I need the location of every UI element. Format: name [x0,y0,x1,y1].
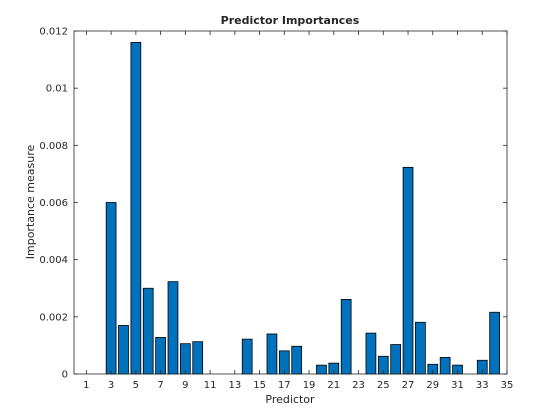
bar-predictor-5 [130,42,142,375]
bar-predictor-14 [241,338,253,375]
x-tick-label: 35 [501,380,514,391]
x-tick-label: 21 [327,380,340,391]
x-tick-label: 25 [377,380,390,391]
bar-predictor-24 [365,332,377,375]
x-tick-label: 23 [352,380,365,391]
y-tick-label: 0 [62,370,68,381]
y-tick-label: 0.01 [46,84,68,95]
plot-area: 1 3 5 7 9 11 13 15 17 19 21 23 25 27 29 31 33 3500.0020.0… [39,27,513,392]
x-tick-label: 17 [278,380,291,391]
x-tick-label: 7 [157,380,163,391]
y-tick-label: 0.006 [39,198,68,209]
bar-predictor-4 [118,325,129,375]
bar-predictor-30 [439,357,451,375]
y-axis-label: Importance measure [24,145,37,260]
bar-predictor-3 [105,202,117,375]
bar-predictor-27 [402,166,414,375]
bar-predictor-28 [415,321,426,375]
y-tick-label: 0.012 [39,27,68,38]
bar-predictor-9 [179,343,191,375]
y-tick-label: 0.004 [39,255,68,266]
x-tick-label: 9 [182,380,188,391]
x-tick-label: 29 [426,380,439,391]
x-tick-label: 19 [303,380,316,391]
chart-title: Predictor Importances [221,14,360,27]
x-tick-label: 1 [83,380,89,391]
bar-predictor-34 [489,311,500,375]
bar-predictor-20 [316,364,327,375]
x-tick-label: 11 [204,380,217,391]
y-tick-label: 0.002 [39,312,68,323]
x-tick-label: 15 [253,380,266,391]
bar-predictor-22 [340,298,352,375]
x-axis-label: Predictor [265,393,315,406]
x-tick-label: 31 [451,380,464,391]
bar-predictor-7 [155,337,166,375]
x-tick-label: 13 [228,380,241,391]
x-tick-label: 3 [108,380,114,391]
bar-predictor-8 [167,281,179,375]
bar-predictor-26 [390,344,402,375]
y-tick-label: 0.008 [39,141,68,152]
x-tick-label: 33 [476,380,489,391]
bar-predictor-16 [266,333,278,375]
bar-predictor-10 [192,341,204,375]
x-tick-label: 5 [133,380,139,391]
x-tick-label: 27 [402,380,415,391]
bar-predictor-18 [291,345,303,375]
bar-predictor-6 [142,287,154,375]
